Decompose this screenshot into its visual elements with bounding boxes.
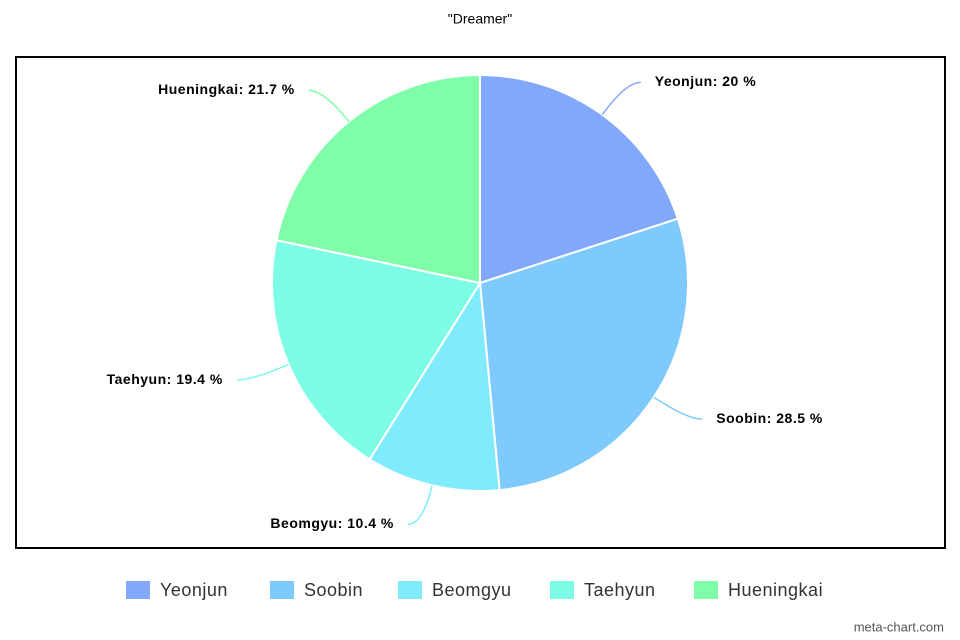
legend-swatch [270,581,294,599]
legend-label: Yeonjun [160,580,228,600]
pie-slice [271,238,482,461]
data-label: Beomgyu: 10.4 % [270,515,393,531]
legend-swatch [398,581,422,599]
chart-title: "Dreamer" [448,11,512,27]
leader-line [236,363,289,381]
legend-label: Taehyun [584,580,656,600]
credit: meta-chart.com [854,619,944,634]
data-label: Hueningkai: 21.7 % [158,81,295,97]
legend-swatch [694,581,718,599]
legend-label: Hueningkai [728,580,823,600]
legend-swatch [126,581,150,599]
legend-label: Beomgyu [432,580,512,600]
data-label: Yeonjun: 20 % [655,73,756,89]
data-label: Taehyun: 19.4 % [107,371,223,387]
leader-line [407,485,433,526]
legend-swatch [550,581,574,599]
frame [15,56,946,549]
legend-label: Soobin [304,580,363,600]
leader-line [653,396,703,420]
data-label: Soobin: 28.5 % [716,410,823,426]
leader-line [601,81,641,116]
leader-line [308,89,350,122]
pie-slice [478,217,689,492]
